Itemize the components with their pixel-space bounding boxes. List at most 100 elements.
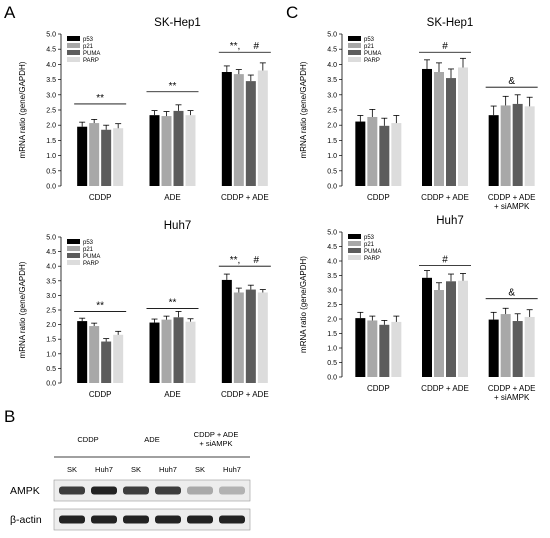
significance-mark: **: [96, 93, 104, 104]
y-tick-label: 3.5: [46, 278, 56, 285]
legend-swatch: [348, 234, 361, 239]
y-tick-label: 0.5: [46, 366, 56, 373]
legend-label: p53: [83, 240, 94, 246]
category-label: CDDP + ADE: [421, 384, 469, 393]
y-tick-label: 0.0: [327, 184, 337, 191]
bar-p21: [233, 292, 244, 383]
bar-puma: [173, 110, 184, 186]
legend-swatch: [348, 241, 361, 246]
y-axis-label: mRNA ratio (gene/GAPDH): [18, 261, 27, 358]
category-label: CDDP + ADE + siAMPK: [488, 384, 536, 402]
legend-swatch: [67, 253, 80, 258]
y-tick-label: 1.0: [327, 153, 337, 160]
blot-band: [187, 515, 213, 524]
legend-swatch: [348, 248, 361, 253]
bar-puma: [512, 103, 523, 186]
y-tick-label: 3.0: [46, 293, 56, 300]
panel-label-a: A: [4, 3, 16, 22]
legend-label: PARP: [83, 58, 99, 64]
y-tick-label: 0.5: [46, 168, 56, 175]
y-tick-label: 1.5: [46, 337, 56, 344]
y-tick-label: 4.0: [46, 62, 56, 69]
panel-label-c: C: [286, 3, 298, 22]
bar-p21: [367, 116, 378, 186]
significance-mark: #: [254, 41, 260, 52]
y-tick-label: 0.0: [327, 375, 337, 382]
bar-p53: [149, 322, 160, 383]
y-tick-label: 4.0: [46, 264, 56, 271]
bar-charts: SK-Hep1 0.0 0.5 1.0 1.5 2.0 2.5 3.0 3.5 4.0 4.5 5.0…: [18, 17, 538, 402]
y-tick-label: 5.0: [46, 32, 56, 39]
y-tick-label: 3.0: [327, 92, 337, 99]
bar-p21: [89, 326, 100, 383]
y-tick-label: 4.5: [46, 47, 56, 54]
category-label: CDDP: [89, 193, 112, 202]
bar-p21: [233, 74, 244, 186]
blot-band: [155, 515, 181, 524]
y-tick-label: 4.5: [327, 244, 337, 251]
chart-title: SK-Hep1: [154, 17, 201, 29]
category-label: CDDP + ADE: [421, 193, 469, 202]
category-label: CDDP + ADE: [221, 193, 269, 202]
blot-band: [123, 515, 149, 524]
bar-parp: [391, 123, 402, 186]
legend-label: PARP: [364, 58, 380, 64]
blot-band: [187, 486, 213, 495]
bar-p21: [434, 72, 444, 186]
significance-mark: **: [169, 298, 177, 309]
significance-mark: **: [96, 300, 104, 311]
significance-mark: #: [442, 41, 448, 52]
bar-p21: [367, 320, 378, 377]
blot-strip: [53, 508, 251, 531]
y-tick-label: 3.5: [327, 273, 337, 280]
blot-row-label: AMPK: [10, 485, 40, 497]
blot-band: [123, 486, 149, 495]
chart-title: Huh7: [164, 220, 192, 232]
legend-label: PUMA: [364, 51, 381, 57]
chart-title: SK-Hep1: [427, 17, 474, 29]
blot-band: [91, 515, 117, 524]
bar-p21: [434, 290, 444, 377]
blot-group-label: CDDP: [77, 435, 98, 444]
bar-p53: [77, 126, 88, 186]
lane-label: Huh7: [223, 465, 241, 474]
bar-p53: [355, 121, 366, 186]
y-tick-label: 1.5: [327, 138, 337, 145]
lane-label: SK: [195, 465, 205, 474]
bar-puma: [245, 81, 256, 186]
significance-mark: **,: [230, 255, 241, 266]
y-tick-label: 2.0: [327, 317, 337, 324]
bar-parp: [458, 67, 468, 186]
legend-swatch: [348, 50, 361, 55]
bar-p53: [355, 318, 366, 377]
y-tick-label: 0.0: [46, 381, 56, 388]
y-axis-label: mRNA ratio (gene/GAPDH): [299, 256, 308, 353]
bar-p53: [422, 277, 432, 377]
y-axis-label: mRNA ratio (gene/GAPDH): [18, 61, 27, 158]
legend-swatch: [348, 57, 361, 62]
bar-p53: [149, 115, 160, 186]
lane-label: SK: [67, 465, 77, 474]
blot-band: [219, 486, 245, 495]
bar-parp: [458, 280, 468, 377]
bar-p21: [161, 319, 172, 383]
legend-label: p53: [364, 235, 375, 241]
bar-parp: [185, 115, 196, 186]
y-tick-label: 1.5: [327, 331, 337, 338]
bar-p21: [161, 116, 172, 186]
legend-swatch: [67, 57, 80, 62]
y-tick-label: 4.5: [46, 249, 56, 256]
category-label: CDDP + ADE: [221, 390, 269, 399]
legend-label: PARP: [83, 261, 99, 267]
y-tick-label: 5.0: [46, 235, 56, 242]
legend-label: p53: [364, 37, 375, 43]
y-tick-label: 2.5: [327, 302, 337, 309]
bar-puma: [446, 281, 456, 377]
legend-swatch: [67, 36, 80, 41]
bar-puma: [379, 324, 390, 377]
bar-p53: [488, 319, 499, 377]
western-blot: CDDP ADE CDDP + ADE + siAMPK SK Huh7 SK Huh7 SK H…: [10, 430, 251, 531]
category-label: CDDP + ADE + siAMPK: [488, 193, 536, 211]
bar-parp: [524, 106, 535, 186]
